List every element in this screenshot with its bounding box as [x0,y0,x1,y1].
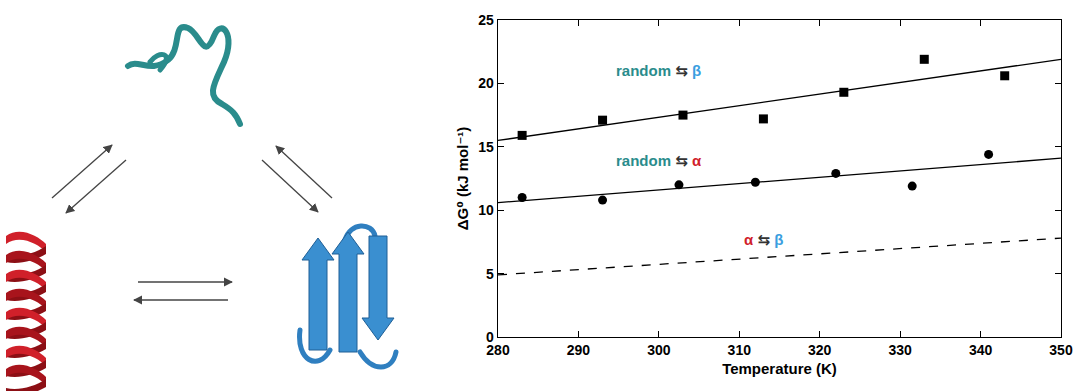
svg-text:0: 0 [486,329,494,345]
svg-text:random ⇆ α: random ⇆ α [616,152,702,169]
svg-text:ΔG⁰ (kJ mol⁻¹): ΔG⁰ (kJ mol⁻¹) [454,127,471,231]
svg-text:10: 10 [478,202,494,218]
svg-text:280: 280 [486,342,510,358]
svg-text:350: 350 [1049,342,1073,358]
svg-text:15: 15 [478,139,494,155]
svg-text:330: 330 [888,342,912,358]
svg-text:20: 20 [478,75,494,91]
svg-text:α ⇆ β: α ⇆ β [744,231,783,248]
svg-text:25: 25 [478,12,494,28]
svg-text:300: 300 [647,342,671,358]
svg-text:320: 320 [808,342,832,358]
svg-text:random ⇆ β: random ⇆ β [616,62,701,79]
svg-text:290: 290 [567,342,591,358]
svg-text:Temperature (K): Temperature (K) [722,360,837,377]
svg-text:5: 5 [486,266,494,282]
svg-text:340: 340 [969,342,993,358]
svg-text:310: 310 [728,342,752,358]
